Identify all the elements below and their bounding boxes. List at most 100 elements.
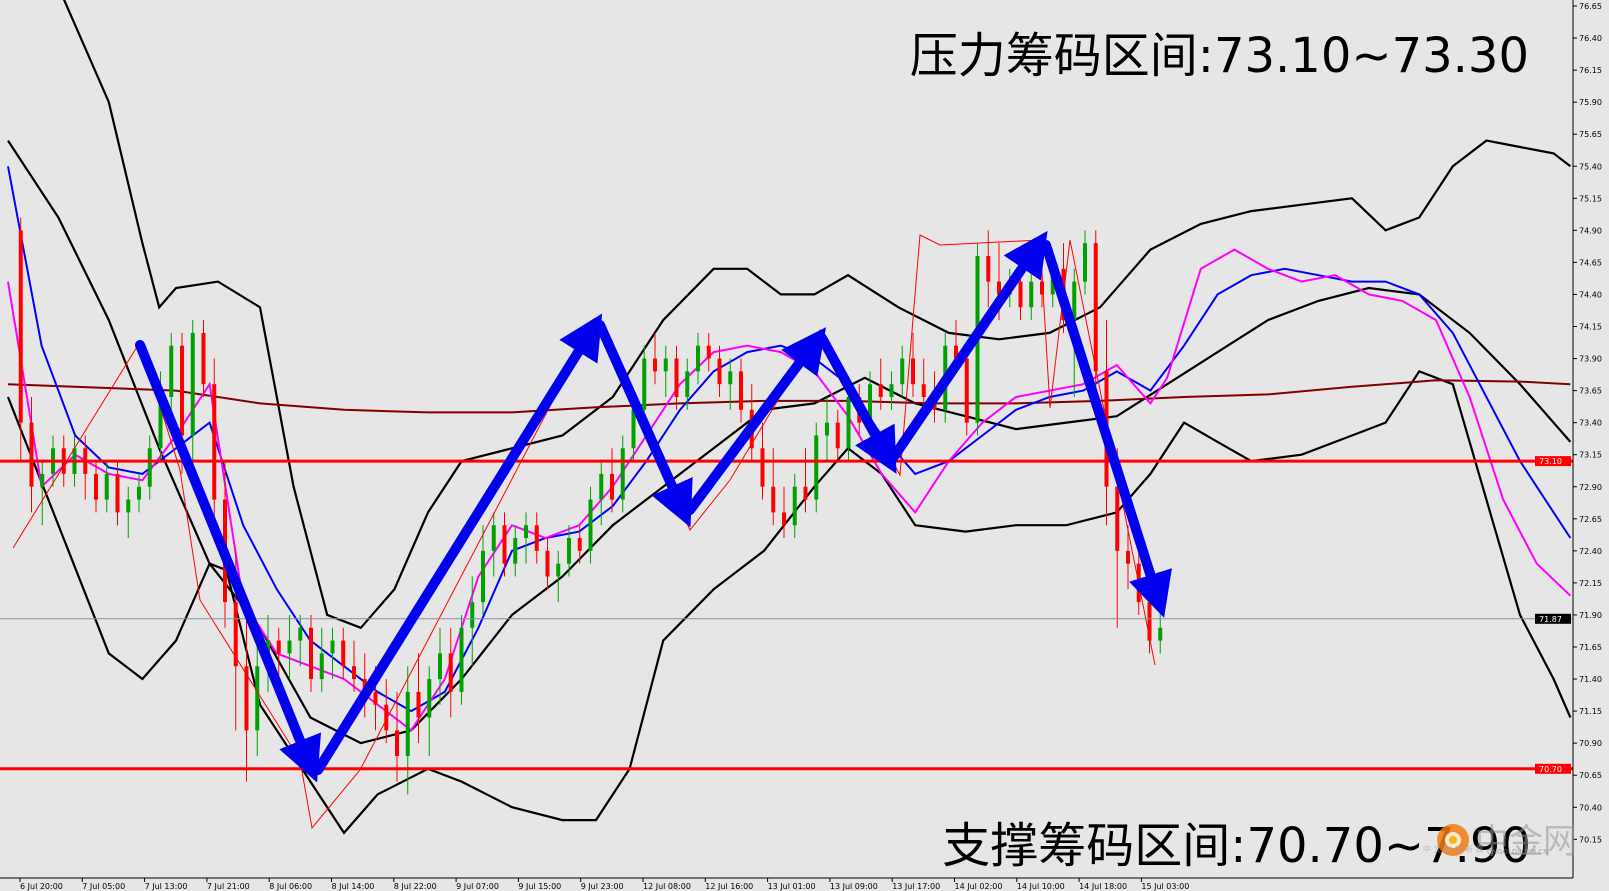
candle (728, 358, 733, 410)
candle-body (481, 550, 485, 603)
candle-body (1147, 602, 1152, 641)
candle-body (416, 691, 421, 718)
candle (448, 627, 453, 718)
time-tick-label: 12 Jul 16:00 (705, 882, 753, 891)
price-tick-label: 71.90 (1579, 611, 1602, 620)
watermark-logo: 中金网 CNGOLD.COM.CN 中 文 财 经 新 媒 (1423, 818, 1595, 868)
candle-body (889, 384, 894, 398)
candle (352, 640, 356, 692)
price-tick-label: 72.15 (1579, 579, 1602, 588)
candle (610, 448, 614, 513)
candle (620, 435, 625, 513)
candle (964, 345, 969, 436)
candle (803, 448, 808, 513)
candle (577, 525, 582, 564)
candle (545, 538, 550, 590)
candle-body (395, 730, 399, 756)
candle (663, 345, 668, 398)
candle (212, 358, 217, 526)
candle (459, 614, 464, 705)
candle (104, 461, 109, 513)
candle (674, 345, 679, 410)
candle-body (696, 345, 700, 372)
candle-body (792, 486, 797, 526)
candle (470, 576, 475, 667)
time-tick-label: 8 Jul 14:00 (332, 882, 375, 891)
candle-body (803, 486, 808, 500)
candle (438, 627, 442, 705)
candle-body (470, 602, 475, 628)
candle-body (373, 691, 378, 705)
candle (319, 627, 324, 692)
price-tick-label: 71.40 (1579, 675, 1602, 684)
candle-body (298, 627, 303, 641)
candle (921, 358, 926, 410)
candle-body (1126, 550, 1130, 564)
price-tick-label: 76.40 (1579, 34, 1602, 43)
price-tick-label: 75.40 (1579, 162, 1602, 171)
candle-body (94, 473, 98, 500)
candle-body (405, 691, 410, 756)
time-tick-label: 9 Jul 23:00 (581, 882, 624, 891)
price-tick-label: 74.40 (1579, 290, 1602, 299)
price-tick-label: 74.90 (1579, 226, 1602, 235)
candle (782, 486, 786, 539)
candle-body (567, 538, 571, 564)
candle (835, 409, 840, 462)
price-tick-label: 75.65 (1579, 130, 1602, 139)
watermark-brand: 中金网 (1475, 822, 1577, 862)
time-tick-label: 6 Jul 20:00 (20, 882, 63, 891)
price-tick-label: 73.90 (1579, 355, 1602, 364)
candle (169, 332, 174, 423)
candle (395, 691, 399, 782)
candle-body (878, 384, 883, 398)
candle-body (158, 397, 163, 449)
candle (567, 525, 571, 577)
candle-body (545, 550, 550, 577)
candle-body (556, 563, 561, 577)
trend-arrow (1041, 240, 1172, 618)
candle-body (534, 525, 539, 551)
candle (653, 332, 657, 385)
candle (986, 230, 991, 308)
candle-body (835, 422, 840, 449)
candle (889, 371, 894, 410)
trend-arrow (313, 313, 603, 775)
candle (491, 512, 496, 577)
candle-body (900, 358, 905, 385)
candle (416, 653, 421, 744)
candle (1093, 230, 1098, 410)
candle-body (642, 358, 647, 410)
candle (190, 320, 195, 462)
candle-body (717, 358, 722, 385)
candle (513, 525, 518, 577)
candle (556, 550, 561, 603)
candle-body (459, 627, 464, 692)
candle (825, 397, 829, 462)
candle (309, 614, 313, 692)
price-tick-label: 71.65 (1579, 643, 1602, 652)
candle (147, 435, 152, 500)
price-axis: 76.65 76.40 76.15 75.90 75.65 75.40 75.15 74.90… (1573, 2, 1602, 844)
candle-body (513, 538, 518, 564)
candle-body (169, 345, 174, 398)
time-axis: 6 Jul 20:00 7 Jul 05:00 7 Jul 13:00 7 Jul 2… (19, 878, 1189, 891)
candle-body (1158, 627, 1163, 641)
candle-body (728, 371, 733, 385)
candle (427, 666, 432, 756)
candle (792, 473, 797, 539)
candle (330, 627, 335, 680)
candle-body (964, 358, 969, 423)
price-tick-label: 72.65 (1579, 515, 1602, 524)
candle-body (438, 653, 442, 680)
candle (911, 332, 915, 398)
candle (739, 358, 743, 423)
level-tag-label: 73.10 (1539, 457, 1562, 466)
price-tick-label: 74.15 (1579, 323, 1602, 332)
current-price-label: 71.87 (1539, 615, 1562, 624)
candle-body (577, 538, 582, 551)
level-tag-label: 70.70 (1539, 765, 1562, 774)
time-tick-label: 7 Jul 05:00 (82, 882, 125, 891)
watermark-domain: CNGOLD.COM.CN (1487, 848, 1549, 856)
